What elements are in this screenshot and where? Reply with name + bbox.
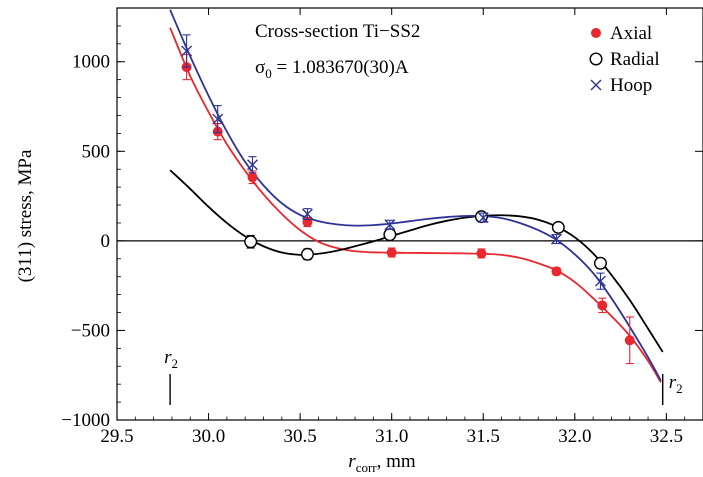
hoop-marker [212,113,224,125]
hoop-marker [594,275,606,287]
legend-marker-radial [589,52,603,66]
y-tick-label: 500 [82,141,111,162]
axial-data-point [551,266,562,277]
r2-label-subscript: 2 [676,381,683,396]
radial-data-point [383,228,397,242]
r2-label-main: r [164,347,172,368]
hoop-data-point [181,34,193,68]
subtitle-subscript: 0 [265,66,272,81]
hoop-data-point [384,219,396,231]
hoop-data-point [301,208,313,220]
axial-data-point [624,316,635,365]
marker-stroke [301,208,313,220]
legend-label-axial: Axial [610,23,652,44]
radial-fit-line [169,169,664,353]
axial-marker [551,266,562,277]
radial-marker [300,247,314,261]
marker-stroke [594,275,606,287]
axial-marker [624,335,635,346]
y-tick-label: −1000 [61,410,110,431]
x-tick-label: 32.0 [558,426,591,447]
axial-marker [386,247,397,258]
axial-fit-line [169,27,662,383]
x-tick-label: 31.5 [467,426,500,447]
legend-label-radial: Radial [610,49,660,70]
r2-label: r2 [669,372,683,396]
y-axis-label: (311) stress, MPa [15,149,36,282]
hoop-data-point [477,212,489,224]
axial-marker [597,300,608,311]
r2-label: r2 [164,347,178,371]
radial-marker [244,235,258,249]
hoop-data-point [594,272,606,290]
marker-stroke [477,212,489,224]
hoop-data-point [212,105,224,134]
x-tick-label: 31.0 [375,426,408,447]
y-tick-label: −500 [71,320,110,341]
radial-data-point [300,247,314,261]
x-axis-label-unit: , mm [377,451,416,472]
marker-stroke [551,233,562,245]
chart-title: Cross-section Ti−SS2 [255,21,420,42]
radial-marker [593,256,607,270]
r2-label-subscript: 2 [172,356,179,371]
hoop-marker [301,208,313,220]
x-tick-label: 30.0 [192,426,225,447]
radial-data-point [551,220,565,234]
hoop-marker [247,159,259,171]
x-tick-label: 32.5 [650,426,683,447]
marker-stroke [384,219,396,231]
chart-subtitle: σ0 = 1.083670(30)A [255,57,409,81]
axial-marker [476,248,487,259]
hoop-marker [384,219,396,231]
y-tick-label: 0 [101,231,111,252]
hoop-fit-line [169,9,662,382]
legend-item-hoop: Hoop [590,75,652,96]
marker-stroke [212,113,224,125]
radial-marker [383,228,397,242]
hoop-data-point [247,156,259,174]
x-axis-label-subscript: corr [356,460,378,475]
legend-label-hoop: Hoop [610,75,652,96]
legend-item-radial: Radial [589,49,660,70]
axial-data-point [386,247,397,258]
legend-marker-axial [591,28,601,38]
hoop-marker [477,212,489,224]
hoop-marker [181,45,193,57]
legend-marker-hoop [590,79,602,91]
hoop-data-point [551,233,562,245]
axial-marker [247,172,258,183]
x-tick-label: 29.5 [100,426,133,447]
marker-stroke [590,79,602,91]
axial-data-point [597,297,608,314]
radial-data-point [593,256,607,270]
legend-item-axial: Axial [591,23,652,44]
r2-label-main: r [669,372,677,393]
marker-stroke [181,45,193,57]
x-tick-label: 30.5 [284,426,317,447]
x-axis-label: rcorr, mm [348,451,416,475]
radial-data-point [244,234,258,249]
axial-data-point [247,170,258,185]
hoop-marker [551,233,562,245]
subtitle-value: = 1.083670(30)A [272,57,409,78]
x-axis-label-main: r [348,451,356,472]
axial-data-point [476,248,487,259]
radial-marker [551,220,565,234]
marker-stroke [247,159,259,171]
subtitle-sigma: σ [255,57,265,78]
y-tick-label: 1000 [72,52,110,73]
